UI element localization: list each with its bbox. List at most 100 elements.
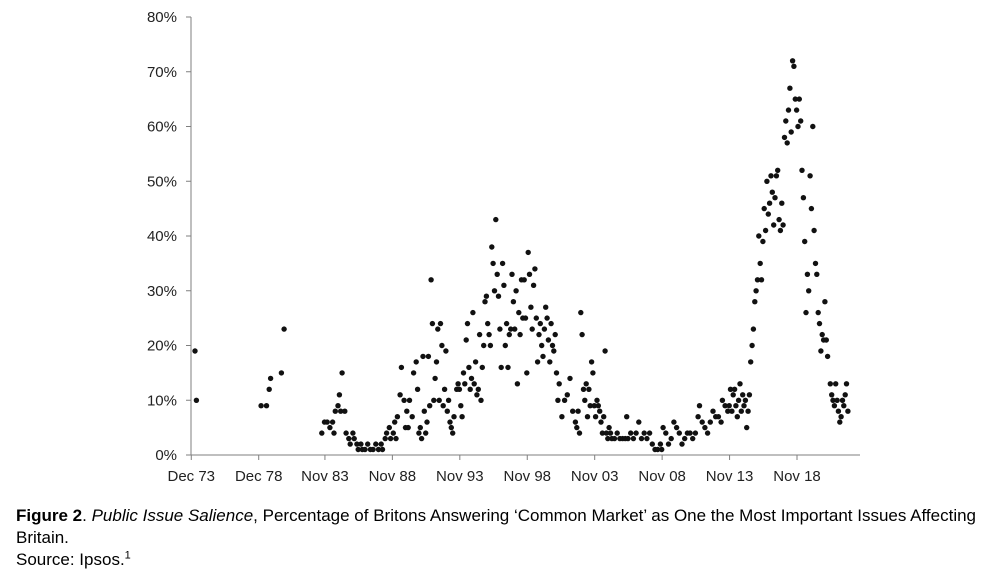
data-point	[336, 392, 343, 398]
data-point	[379, 446, 386, 453]
data-point	[393, 435, 399, 442]
x-tick-label: Nov 93	[436, 468, 484, 485]
data-point	[748, 359, 754, 365]
data-point	[414, 386, 421, 392]
data-point	[490, 260, 496, 267]
data-point	[845, 408, 851, 414]
data-point	[605, 435, 611, 442]
data-point	[831, 403, 838, 409]
data-point	[513, 288, 519, 294]
data-point	[744, 424, 750, 431]
data-point	[549, 342, 556, 349]
data-point	[516, 309, 522, 316]
data-point	[460, 370, 467, 376]
data-point	[710, 408, 716, 414]
y-tick-label: 80%	[147, 9, 177, 26]
x-tick-label: Nov 13	[706, 468, 754, 485]
data-point	[835, 408, 842, 414]
data-point	[390, 430, 396, 436]
data-point	[792, 96, 798, 102]
data-point	[428, 277, 434, 283]
data-point	[687, 430, 693, 436]
data-point	[386, 424, 392, 431]
data-point	[552, 331, 558, 338]
data-point	[633, 430, 639, 436]
data-point	[263, 403, 270, 409]
data-point	[339, 370, 345, 376]
data-point	[628, 430, 634, 436]
data-point	[671, 419, 677, 425]
data-point	[704, 430, 711, 436]
data-point	[584, 414, 591, 420]
data-point	[766, 200, 773, 206]
data-point	[533, 315, 539, 321]
data-point	[587, 403, 593, 409]
data-point	[799, 167, 805, 173]
data-point	[737, 381, 743, 387]
data-point	[417, 424, 423, 431]
x-tick-label: Nov 03	[571, 468, 619, 485]
data-point	[592, 414, 599, 420]
data-point	[335, 403, 341, 409]
data-point	[319, 430, 325, 436]
data-point	[193, 397, 200, 403]
data-point	[459, 414, 465, 420]
data-point	[827, 381, 833, 387]
data-point	[474, 392, 480, 398]
data-point	[539, 342, 545, 349]
data-point	[489, 244, 495, 250]
data-point	[775, 167, 781, 173]
data-point	[788, 129, 794, 135]
data-point	[559, 414, 565, 420]
data-point	[332, 408, 338, 414]
data-point	[458, 403, 464, 409]
data-point	[398, 364, 405, 371]
data-point	[586, 386, 592, 392]
data-point	[443, 348, 449, 354]
x-axis-ticks: Dec 73 Dec 78 Nov 83 Nov 88 Nov 93 Nov 98 Nov …	[168, 455, 821, 485]
data-point	[791, 63, 797, 69]
data-point	[771, 222, 777, 228]
data-point	[483, 293, 490, 299]
data-point	[476, 331, 483, 338]
data-point	[814, 271, 820, 277]
data-point	[699, 419, 705, 425]
data-point	[551, 348, 557, 354]
data-point	[785, 107, 792, 113]
data-point	[498, 364, 504, 371]
data-point	[579, 331, 585, 338]
data-point	[362, 446, 368, 453]
data-point	[324, 419, 330, 425]
y-tick-label: 50%	[147, 173, 177, 190]
data-point	[429, 320, 436, 327]
data-point	[602, 348, 608, 354]
data-point	[611, 435, 618, 442]
y-tick-label: 10%	[147, 392, 177, 409]
data-point	[482, 299, 488, 305]
data-point	[499, 260, 506, 267]
data-point	[833, 381, 839, 387]
data-point	[843, 381, 850, 387]
data-point	[575, 408, 581, 414]
data-point	[406, 397, 413, 403]
caption-separator: .	[82, 506, 92, 525]
data-point	[630, 435, 637, 442]
data-point	[598, 419, 604, 425]
data-point	[435, 326, 441, 332]
data-point	[804, 271, 811, 277]
data-point	[375, 446, 382, 453]
data-point	[495, 293, 502, 299]
data-point	[439, 342, 445, 349]
data-point	[722, 403, 728, 409]
data-point	[481, 342, 487, 349]
data-point	[655, 446, 661, 453]
data-point	[776, 216, 782, 223]
data-point	[410, 370, 417, 376]
data-point	[576, 430, 583, 436]
data-point	[451, 414, 457, 420]
data-point	[819, 331, 825, 338]
data-point	[638, 435, 645, 442]
data-point	[420, 353, 426, 360]
data-point	[756, 233, 762, 239]
data-point	[537, 320, 543, 327]
